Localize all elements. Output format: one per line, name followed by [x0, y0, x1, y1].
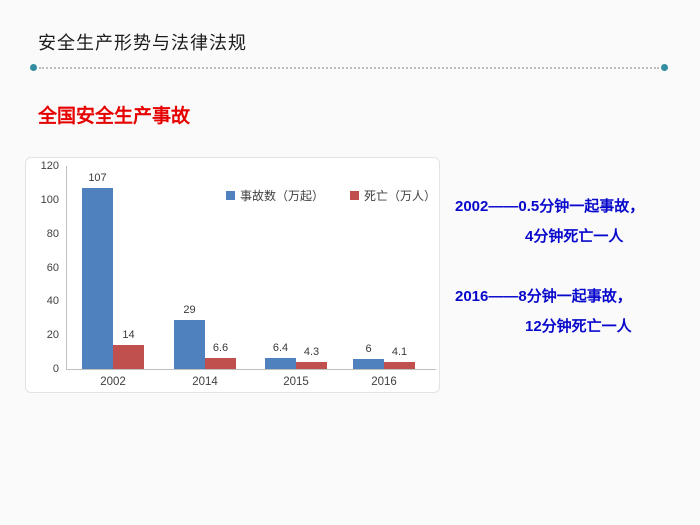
x-axis-label: 2002: [100, 376, 126, 388]
chart-legend: 事故数（万起） 死亡（万人）: [226, 187, 436, 204]
legend-label-accidents: 事故数（万起）: [240, 189, 325, 203]
note-2016-line1: 2016——8分钟一起事故，: [455, 288, 632, 305]
note-2016-line2: 12分钟死亡一人: [525, 318, 632, 335]
bar-2015-accidents: [265, 358, 296, 369]
divider-dot-right-icon: [661, 64, 668, 71]
bar-2002-deaths: [113, 345, 144, 369]
bar-value-label: 6: [365, 342, 372, 355]
bar-chart: 事故数（万起） 死亡（万人） 0 20 40 60 80 100 120 107 14 2002 2…: [25, 157, 440, 393]
bar-2014-accidents: [174, 319, 205, 369]
legend-swatch-accidents-icon: [226, 191, 235, 200]
x-axis-label: 2015: [283, 376, 309, 388]
bar-value-label: 107: [88, 171, 107, 184]
legend-item-accidents: 事故数（万起）: [226, 187, 324, 204]
divider: [30, 63, 668, 72]
y-axis-tick-label: 0: [52, 363, 59, 375]
divider-dotted-line: [39, 66, 659, 69]
bar-value-label: 6.6: [212, 341, 229, 354]
bar-2015-deaths: [296, 361, 327, 369]
legend-item-deaths: 死亡（万人）: [350, 187, 436, 204]
bar-value-label: 4.1: [391, 346, 408, 359]
annotation-notes: 2002——0.5分钟一起事故， 4分钟死亡一人 2016——8分钟一起事故， …: [455, 192, 700, 372]
y-axis-tick-label: 120: [40, 160, 59, 172]
legend-label-deaths: 死亡（万人）: [364, 189, 437, 203]
y-axis-tick-label: 40: [46, 295, 59, 308]
divider-dot-left-icon: [30, 64, 37, 71]
bar-2014-deaths: [205, 357, 236, 369]
bar-2016-deaths: [384, 362, 415, 369]
page-title: 安全生产形势与法律法规: [38, 33, 247, 53]
legend-swatch-deaths-icon: [350, 191, 360, 200]
y-axis-tick-label: 20: [46, 329, 59, 342]
section-title: 全国安全生产事故: [38, 106, 191, 127]
bar-value-label: 14: [122, 329, 135, 342]
bar-value-label: 6.4: [272, 342, 289, 355]
note-block-2002: 2002——0.5分钟一起事故， 4分钟死亡一人: [455, 192, 700, 252]
y-axis-tick-label: 80: [46, 227, 59, 240]
bar-value-label: 29: [183, 303, 196, 316]
y-axis-tick-label: 100: [40, 193, 59, 206]
x-axis-label: 2014: [192, 376, 218, 388]
bar-2016-accidents: [353, 358, 384, 369]
bar-2002-accidents: [82, 187, 113, 369]
x-axis-label: 2016: [371, 376, 397, 388]
y-axis-line: [66, 166, 67, 369]
bar-value-label: 4.3: [303, 345, 320, 358]
y-axis-tick-label: 60: [46, 261, 59, 274]
note-2002-line2: 4分钟死亡一人: [525, 228, 624, 245]
note-block-2016: 2016——8分钟一起事故， 12分钟死亡一人: [455, 282, 700, 342]
chart-plot: 0 20 40 60 80 100 120 107 14 2002 29 6.6 2014 6.4 4.3 2…: [26, 158, 439, 392]
note-2002-line1: 2002——0.5分钟一起事故，: [455, 198, 645, 215]
x-axis-line: [66, 369, 436, 370]
